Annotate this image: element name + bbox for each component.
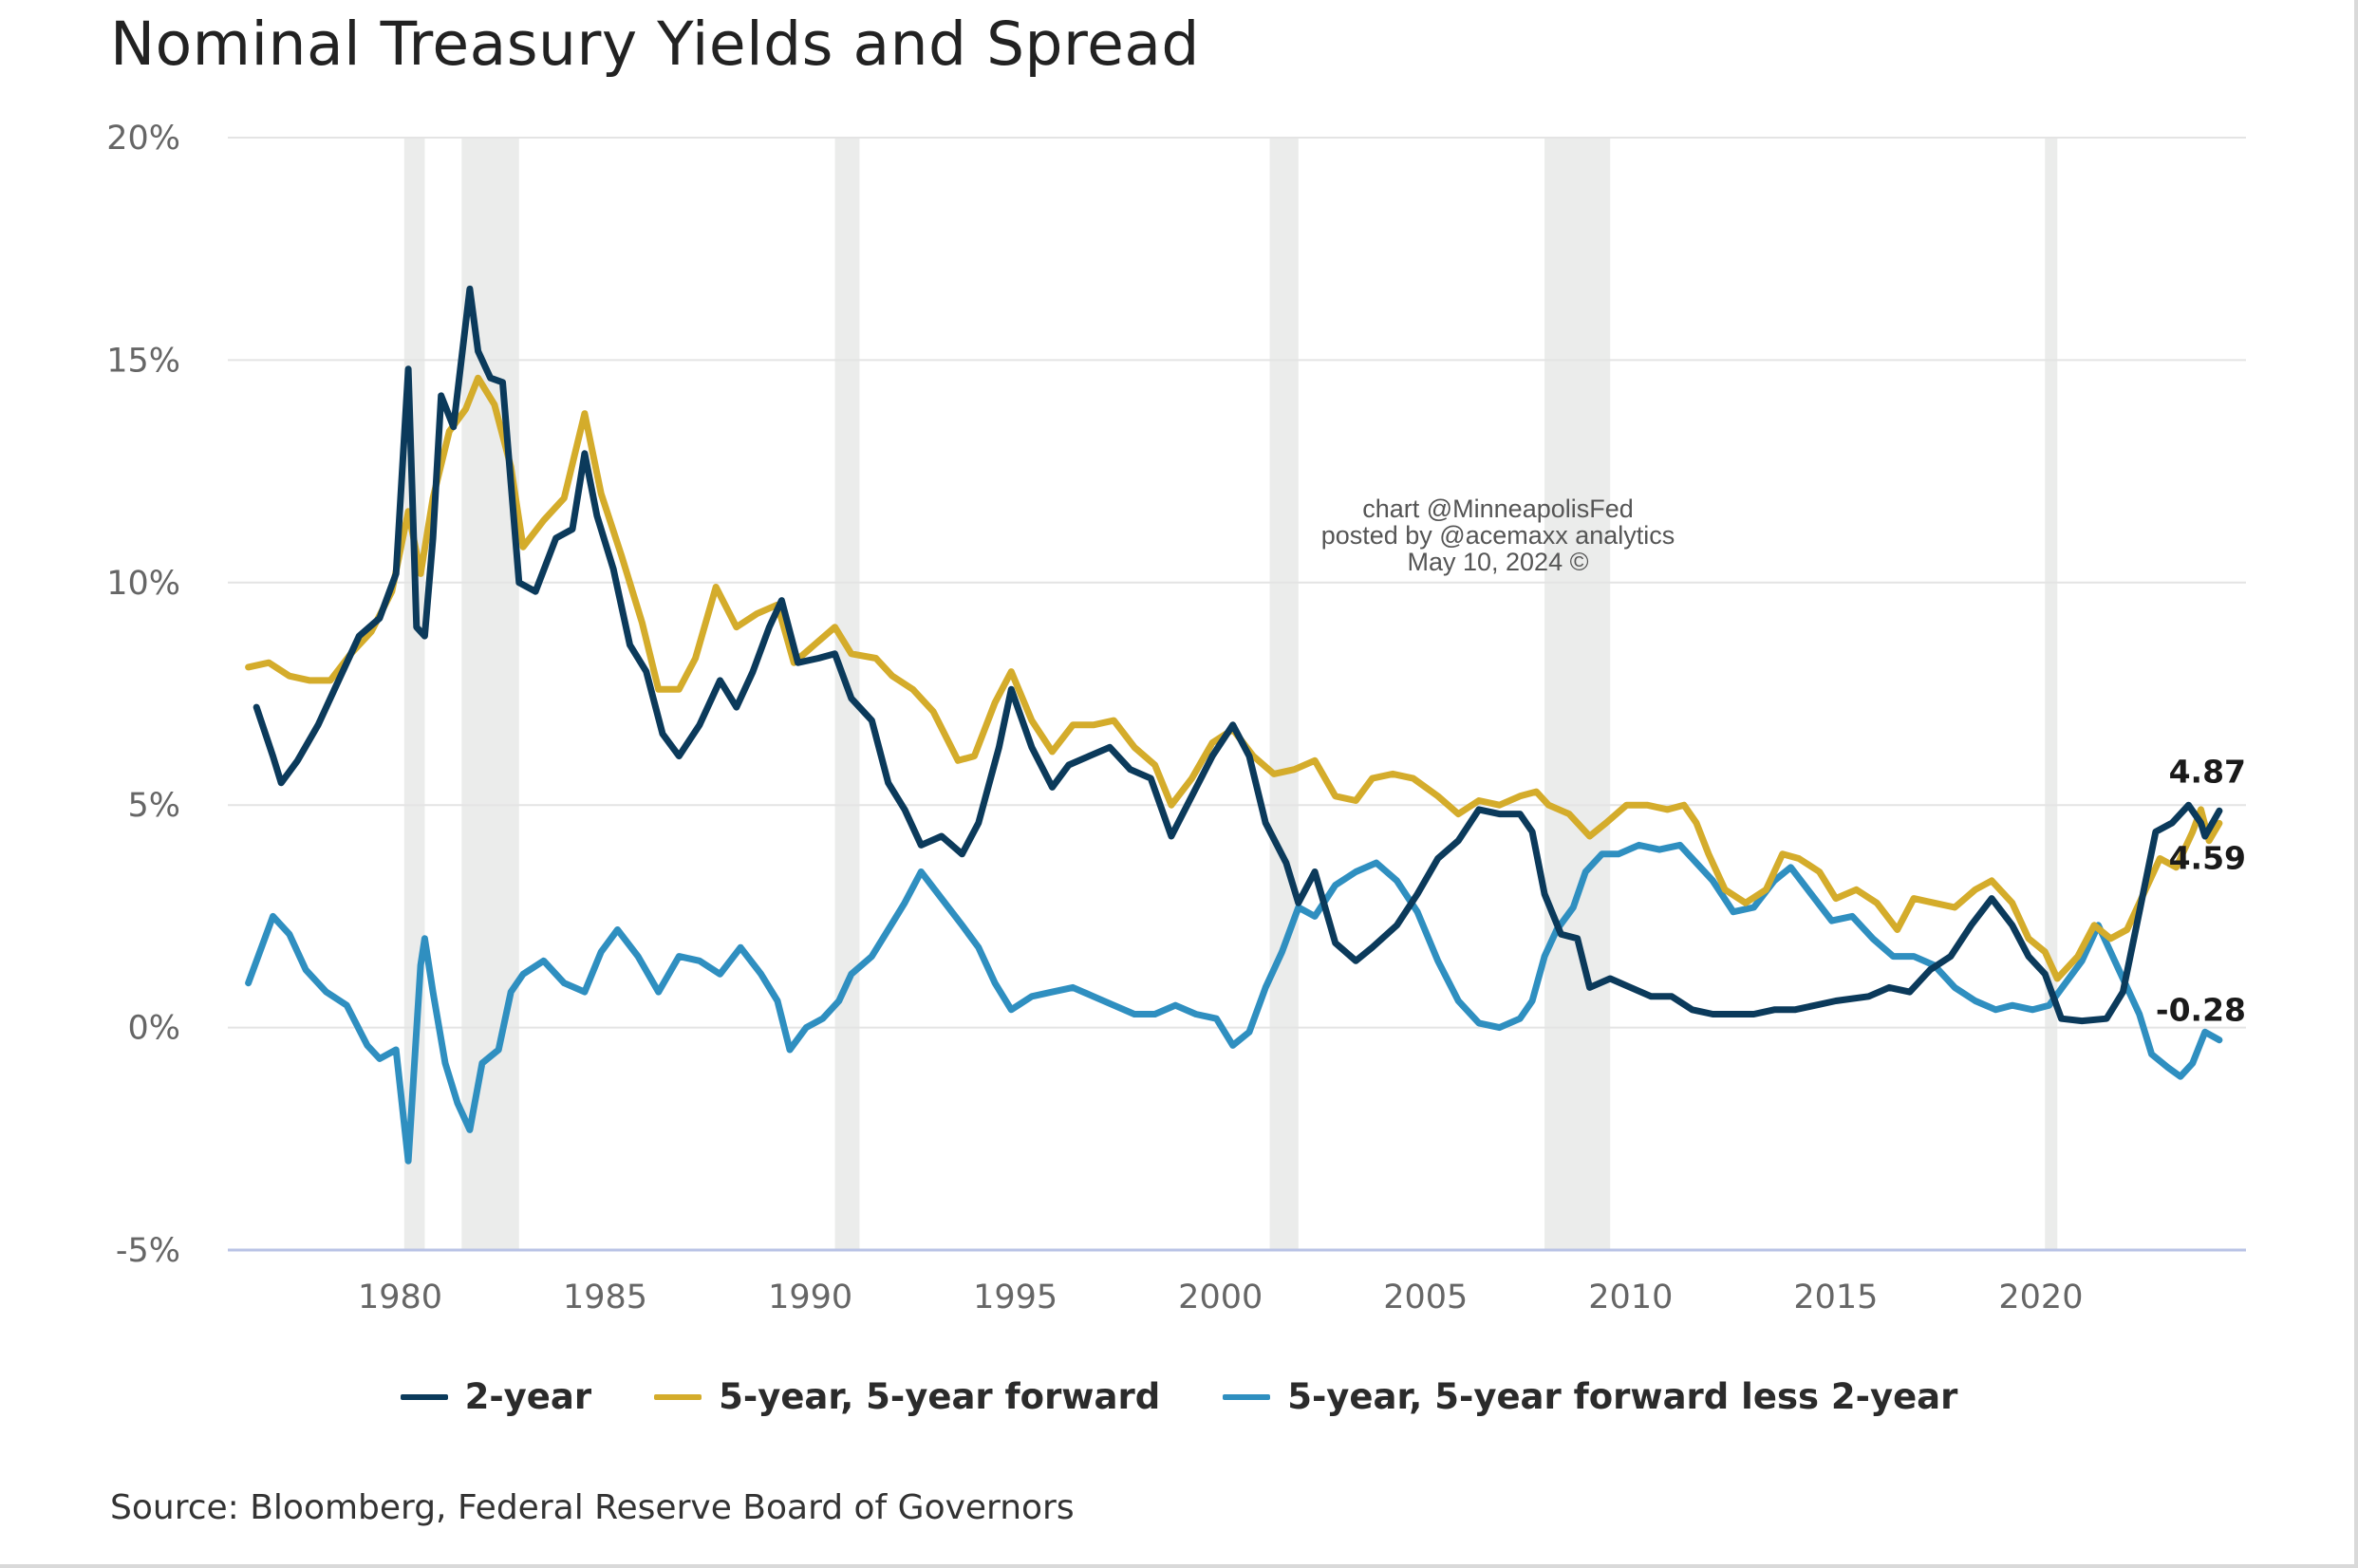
x-tick-label: 2020 [1998, 1279, 2083, 1316]
x-axis-ticks: 1980 1985 1990 1995 2000 2005 2010 2015 2020 [358, 1279, 2084, 1316]
x-tick-label: 1980 [358, 1279, 442, 1316]
y-tick-label: 5% [127, 787, 180, 825]
series-line-1 [253, 285, 2223, 1025]
recession-band-4 [1269, 138, 1299, 1250]
legend-label-2-year: 2-year [464, 1376, 592, 1417]
end-label-series-3: -0.28 [2156, 992, 2246, 1029]
x-tick-label: 2010 [1588, 1279, 1673, 1316]
end-value-labels: 4.87 4.59 -0.28 [2156, 753, 2246, 1028]
recession-band-6 [2045, 138, 2058, 1250]
x-tick-label: 1995 [973, 1279, 1057, 1316]
series-line-3 [245, 841, 2223, 1165]
x-tick-label: 2015 [1793, 1279, 1878, 1316]
x-tick-label: 1990 [768, 1279, 852, 1316]
legend-swatch-spread [1223, 1393, 1271, 1400]
series-lines [245, 285, 2223, 1165]
legend-label-spread: 5-year, 5-year forward less 2-year [1287, 1376, 1958, 1417]
series-line-2 [245, 374, 2223, 982]
legend-swatch-5y5y-forward [654, 1393, 702, 1400]
y-tick-label: 10% [106, 565, 180, 603]
watermark-line-2: posted by @acemaxx analytics [1321, 521, 1675, 550]
source-note: Source: Bloomberg, Federal Reserve Board… [110, 1488, 1075, 1527]
legend: 2-year 5-year, 5-year forward 5-year, 5-… [0, 1376, 2358, 1417]
watermark-line-3: May 10, 2024 © [1407, 548, 1588, 576]
legend-item-2-year: 2-year [400, 1376, 592, 1417]
recession-band-5 [1544, 138, 1611, 1250]
x-tick-label: 1985 [563, 1279, 647, 1316]
y-tick-label: 20% [106, 120, 180, 158]
legend-swatch-2-year [400, 1393, 448, 1400]
x-tick-label: 2005 [1383, 1279, 1468, 1316]
end-label-series-1: 4.87 [2169, 753, 2246, 790]
end-label-series-2: 4.59 [2169, 839, 2246, 876]
x-tick-label: 2000 [1178, 1279, 1263, 1316]
y-tick-label: 15% [106, 342, 180, 380]
legend-item-spread: 5-year, 5-year forward less 2-year [1223, 1376, 1957, 1417]
watermark-line-1: chart @MinneapolisFed [1362, 495, 1634, 523]
watermark: chart @MinneapolisFed posted by @acemaxx… [1321, 495, 1675, 576]
y-axis-ticks: -5% 0% 5% 10% 15% 20% [106, 120, 180, 1270]
y-tick-label: -5% [116, 1232, 180, 1270]
y-tick-label: 0% [127, 1010, 180, 1048]
gridlines [228, 137, 2246, 1252]
legend-label-5y5y-forward: 5-year, 5-year forward [719, 1376, 1161, 1417]
legend-item-5y5y-forward: 5-year, 5-year forward [654, 1376, 1160, 1417]
chart-title: Nominal Treasury Yields and Spread [110, 9, 1200, 79]
